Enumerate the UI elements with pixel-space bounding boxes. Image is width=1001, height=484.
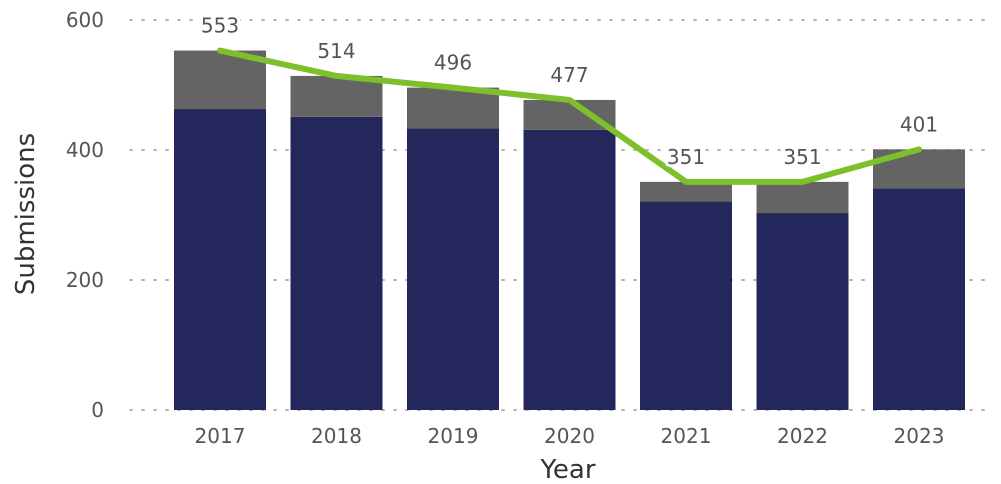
x-axis-title: Year bbox=[539, 455, 595, 484]
data-label: 351 bbox=[667, 145, 705, 169]
data-label: 553 bbox=[201, 14, 239, 38]
data-label-halo: 553 bbox=[201, 14, 239, 38]
total-line-point bbox=[335, 74, 338, 77]
total-line-point bbox=[452, 86, 454, 89]
data-label-halo: 514 bbox=[317, 39, 355, 63]
data-label-halo: 401 bbox=[900, 112, 938, 136]
total-line-point bbox=[918, 148, 920, 151]
bar-segment-lower bbox=[756, 213, 849, 410]
x-tick-label: 2018 bbox=[311, 424, 362, 448]
x-tick-labels: 2017 2018 2019 2020 2021 2022 2023 bbox=[195, 424, 945, 448]
bar-segment-upper bbox=[756, 181, 849, 214]
data-label: 477 bbox=[550, 63, 588, 87]
data-label: 401 bbox=[900, 112, 938, 136]
x-tick-label: 2022 bbox=[777, 424, 828, 448]
y-tick-label: 0 bbox=[91, 398, 104, 422]
data-label-halo: 477 bbox=[550, 63, 588, 87]
data-label-halo: 496 bbox=[434, 51, 472, 75]
bar-segment-lower bbox=[174, 109, 266, 411]
y-tick-label: 200 bbox=[66, 268, 104, 292]
bar-segment-upper bbox=[407, 87, 499, 129]
x-tick-label: 2023 bbox=[894, 424, 945, 448]
bar-segment-upper bbox=[873, 149, 965, 189]
data-label-halo: 351 bbox=[783, 145, 821, 169]
total-line-point bbox=[685, 180, 687, 183]
bars bbox=[174, 50, 965, 411]
bar-segment-upper bbox=[640, 181, 732, 202]
bar-segment-lower bbox=[523, 129, 616, 410]
y-tick-label: 600 bbox=[66, 8, 104, 32]
x-tick-label: 2020 bbox=[544, 424, 595, 448]
x-tick-label: 2019 bbox=[428, 424, 479, 448]
bar-segment-lower bbox=[873, 188, 965, 410]
data-label: 496 bbox=[434, 51, 472, 75]
data-label: 514 bbox=[317, 39, 355, 63]
total-line-point bbox=[801, 180, 804, 183]
bar-segment-upper bbox=[174, 50, 266, 110]
total-line-point bbox=[219, 49, 221, 52]
bar-segment-upper bbox=[290, 75, 383, 117]
bar-segment-lower bbox=[290, 116, 383, 410]
data-label-halo: 351 bbox=[667, 145, 705, 169]
bar-segment-lower bbox=[640, 201, 732, 410]
x-tick-label: 2021 bbox=[661, 424, 712, 448]
y-tick-labels: 0 200 400 600 bbox=[66, 8, 104, 422]
data-label: 351 bbox=[783, 145, 821, 169]
total-line bbox=[217, 47, 922, 185]
total-line-point bbox=[568, 98, 571, 101]
bar-segment-lower bbox=[407, 128, 499, 411]
y-tick-label: 400 bbox=[66, 138, 104, 162]
y-axis-title: Submissions bbox=[11, 133, 41, 295]
x-tick-label: 2017 bbox=[195, 424, 246, 448]
